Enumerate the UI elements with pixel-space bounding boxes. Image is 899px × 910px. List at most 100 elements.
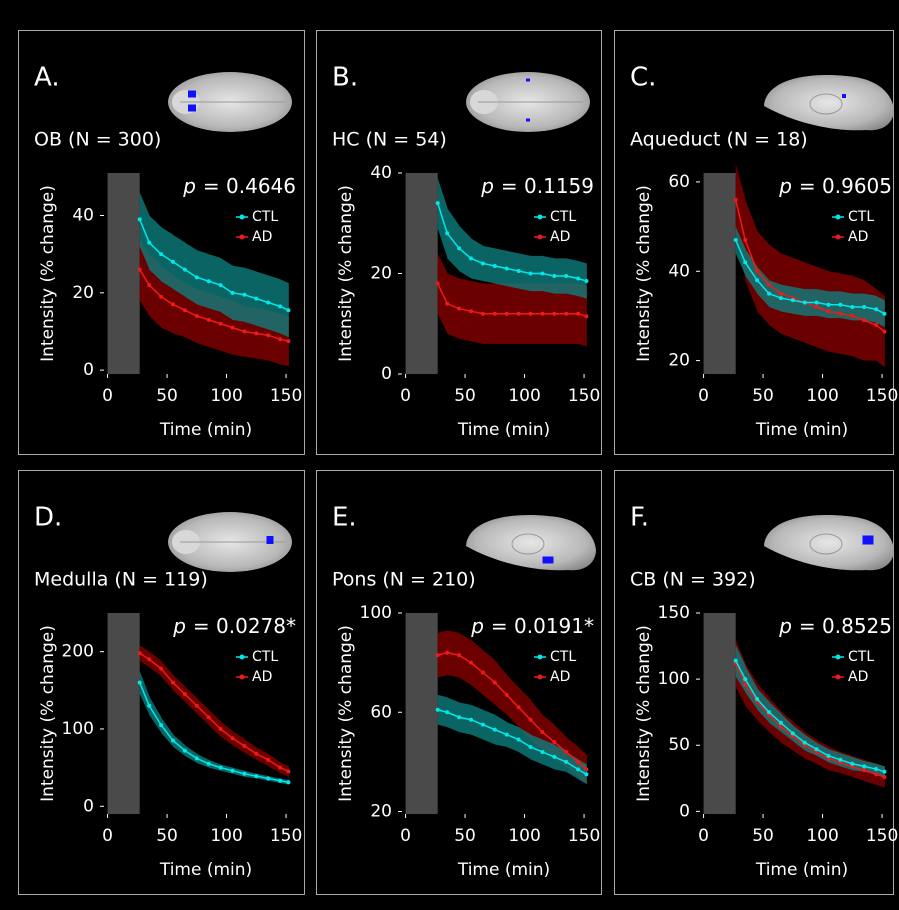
data-point	[137, 217, 142, 222]
p-value: p = 0.8525	[778, 614, 892, 638]
x-tick-label: 100	[508, 386, 540, 406]
data-point	[194, 314, 199, 319]
panel-border	[614, 30, 894, 455]
data-point	[286, 769, 291, 774]
panel: D. Medulla (N = 119) 0 100 200 0 50 100 150 Time …	[18, 470, 305, 895]
data-point	[504, 311, 509, 316]
y-tick-label: 0	[83, 360, 94, 380]
data-point	[882, 769, 887, 774]
data-point	[230, 768, 235, 773]
legend-label: CTL	[848, 649, 874, 665]
data-point	[182, 267, 187, 272]
line	[139, 652, 289, 773]
data-point	[516, 705, 521, 710]
shaded-region	[107, 613, 140, 814]
legend-label: AD	[550, 669, 570, 685]
y-tick-label: 20	[370, 264, 392, 284]
panel-border	[18, 30, 305, 455]
y-axis-label: Intensity (% change)	[634, 185, 654, 362]
data-point	[435, 653, 440, 658]
error-band	[437, 253, 587, 347]
y-tick-label: 100	[360, 603, 392, 623]
brain-shape	[764, 75, 894, 131]
error-band	[437, 694, 587, 785]
data-point	[435, 281, 440, 286]
x-tick-label: 100	[508, 826, 540, 846]
y-tick-label: 40	[370, 163, 392, 183]
data-point	[540, 311, 545, 316]
roi-marker	[526, 118, 530, 122]
data-point	[826, 309, 831, 314]
data-point	[286, 339, 291, 344]
data-point	[480, 722, 485, 727]
shaded-region	[107, 173, 140, 374]
legend-marker	[537, 214, 543, 220]
x-axis-label: Time (min)	[457, 420, 550, 440]
brain-image	[764, 75, 894, 131]
data-point	[492, 311, 497, 316]
data-point	[576, 276, 581, 281]
y-axis-label: Intensity (% change)	[336, 185, 356, 362]
line	[735, 662, 885, 778]
data-point	[230, 325, 235, 330]
data-point	[469, 309, 474, 314]
x-tick-label: 50	[454, 386, 476, 406]
data-point	[516, 737, 521, 742]
x-tick-label: 0	[698, 386, 709, 406]
data-point	[469, 717, 474, 722]
y-tick-label: 20	[72, 283, 94, 303]
data-point	[862, 318, 867, 323]
data-point	[576, 767, 581, 772]
legend-label: CTL	[848, 209, 874, 225]
data-point	[540, 730, 545, 735]
data-point	[254, 751, 259, 756]
data-point	[254, 774, 259, 779]
legend-marker	[239, 214, 245, 220]
data-point	[206, 761, 211, 766]
data-point	[480, 670, 485, 675]
panel-label: C.	[630, 63, 656, 93]
p-value: p = 0.9605	[778, 174, 892, 198]
shaded-region	[405, 173, 438, 374]
data-point	[147, 657, 152, 662]
data-point	[457, 715, 462, 720]
x-tick-label: 150	[568, 386, 600, 406]
data-point	[266, 757, 271, 762]
line	[139, 682, 289, 784]
p-symbol: p	[778, 614, 792, 638]
data-point	[540, 749, 545, 754]
data-point	[171, 738, 176, 743]
data-point	[159, 252, 164, 257]
data-point	[435, 201, 440, 206]
data-point	[278, 765, 283, 770]
data-point	[171, 302, 176, 307]
data-point	[838, 757, 843, 762]
data-point	[445, 301, 450, 306]
data-point	[540, 271, 545, 276]
brain-detail	[511, 533, 545, 555]
data-point	[584, 767, 589, 772]
shaded-region	[703, 613, 736, 814]
y-axis-label: Intensity (% change)	[38, 185, 58, 362]
panel-label: F.	[630, 503, 649, 533]
p-symbol: p	[470, 614, 484, 638]
roi-marker	[266, 536, 274, 544]
data-point	[137, 267, 142, 272]
data-point	[874, 322, 879, 327]
data-point	[159, 666, 164, 671]
data-point	[218, 321, 223, 326]
legend-marker	[835, 674, 841, 680]
data-point	[778, 291, 783, 296]
data-point	[445, 231, 450, 236]
panel-title: Aqueduct (N = 18)	[630, 129, 808, 151]
data-point	[206, 279, 211, 284]
data-point	[802, 300, 807, 305]
legend-marker	[835, 654, 841, 660]
roi-marker	[188, 90, 196, 98]
brain-detail	[809, 93, 843, 115]
x-tick-label: 100	[210, 386, 242, 406]
data-point	[528, 311, 533, 316]
data-point	[147, 703, 152, 708]
data-point	[516, 268, 521, 273]
data-point	[516, 311, 521, 316]
